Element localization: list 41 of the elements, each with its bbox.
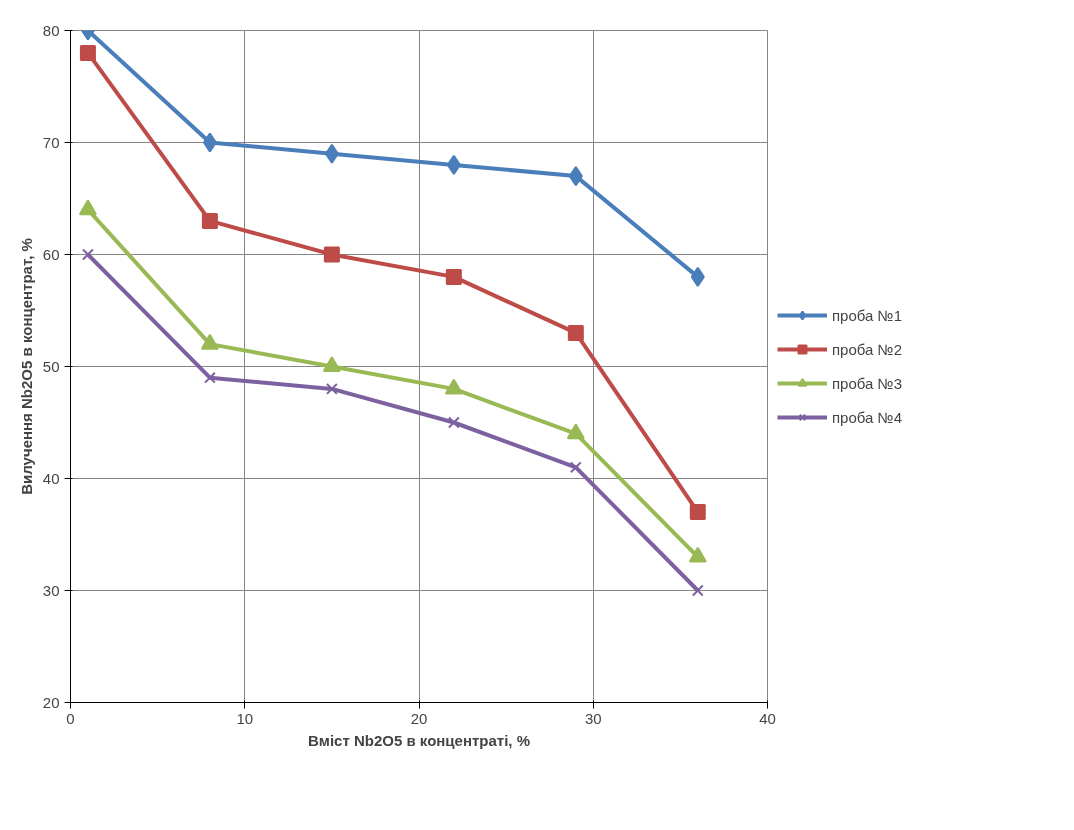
point bbox=[569, 461, 582, 474]
y-axis-title: Вилучення Nb2O5 в концентрат, % bbox=[17, 238, 35, 495]
point bbox=[568, 166, 583, 187]
point bbox=[324, 143, 339, 164]
point bbox=[567, 324, 584, 341]
y-tick-label: 50 bbox=[42, 357, 60, 375]
point bbox=[447, 416, 460, 429]
point bbox=[202, 132, 217, 153]
legend-label: проба №1 bbox=[832, 306, 902, 324]
point bbox=[203, 371, 216, 384]
point bbox=[444, 378, 463, 395]
point bbox=[201, 212, 218, 229]
point bbox=[79, 44, 96, 61]
point bbox=[323, 246, 340, 263]
point bbox=[78, 199, 97, 216]
y-tick-label: 60 bbox=[42, 245, 60, 263]
point bbox=[446, 154, 461, 175]
point bbox=[81, 248, 94, 261]
x-tick-label: 0 bbox=[66, 709, 75, 727]
legend-label: проба №2 bbox=[832, 340, 902, 358]
y-tick-label: 70 bbox=[42, 133, 60, 151]
y-tick-label: 30 bbox=[42, 581, 60, 599]
point bbox=[200, 333, 219, 350]
x-tick-label: 20 bbox=[410, 709, 428, 727]
point bbox=[325, 382, 338, 395]
x-tick-label: 30 bbox=[584, 709, 602, 727]
point bbox=[689, 504, 706, 521]
x-axis-title: Вміст Nb2O5 в концентраті, % bbox=[307, 731, 531, 749]
x-tick-label: 40 bbox=[759, 709, 776, 727]
point bbox=[690, 266, 705, 287]
point bbox=[691, 584, 704, 597]
legend-label: проба №3 bbox=[832, 374, 902, 392]
point bbox=[322, 356, 341, 373]
y-tick-label: 20 bbox=[42, 693, 60, 711]
point bbox=[566, 423, 585, 440]
y-tick-label: 40 bbox=[42, 469, 60, 487]
point bbox=[688, 546, 707, 563]
point bbox=[445, 268, 462, 285]
legend-label: проба №4 bbox=[832, 408, 902, 426]
x-tick-label: 10 bbox=[236, 709, 254, 727]
y-tick-label: 80 bbox=[42, 21, 60, 39]
